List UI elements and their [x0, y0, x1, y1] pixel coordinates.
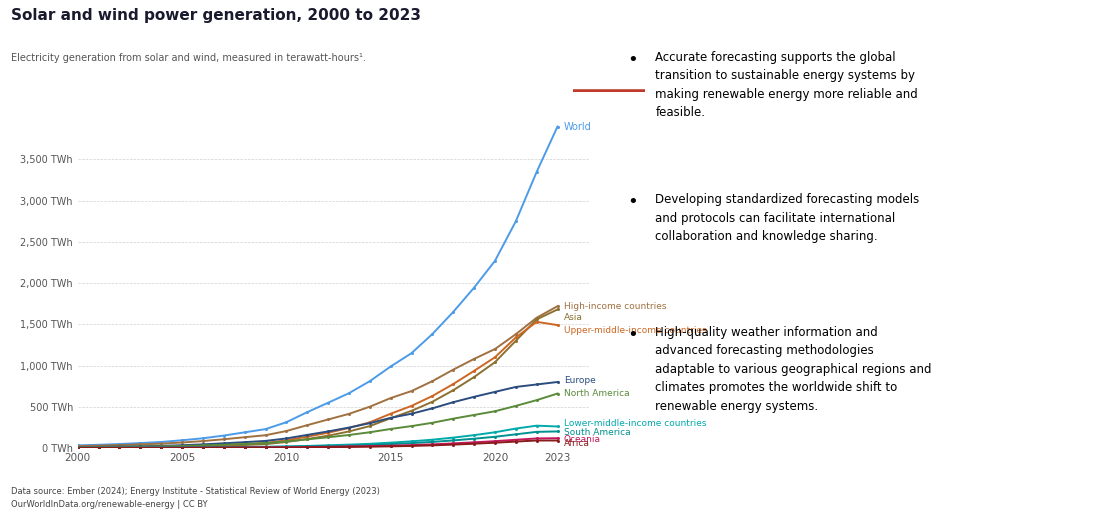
Text: South America: South America — [563, 428, 630, 437]
Text: Data source: Ember (2024); Energy Institute - Statistical Review of World Energy: Data source: Ember (2024); Energy Instit… — [11, 488, 380, 509]
Text: Africa: Africa — [563, 439, 590, 448]
Text: •: • — [628, 326, 639, 344]
Text: Accurate forecasting supports the global
transition to sustainable energy system: Accurate forecasting supports the global… — [655, 51, 918, 120]
Text: Developing standardized forecasting models
and protocols can facilitate internat: Developing standardized forecasting mode… — [655, 193, 920, 243]
Text: North America: North America — [563, 389, 630, 398]
Text: High-quality weather information and
advanced forecasting methodologies
adaptabl: High-quality weather information and adv… — [655, 326, 932, 413]
Text: Asia: Asia — [563, 313, 582, 322]
Text: Europe: Europe — [563, 376, 595, 385]
Text: Electricity generation from solar and wind, measured in terawatt-hours¹.: Electricity generation from solar and wi… — [11, 53, 366, 64]
Text: High-income countries: High-income countries — [563, 302, 667, 310]
Text: Lower-middle-income countries: Lower-middle-income countries — [563, 419, 707, 428]
Text: Solar and wind power generation, 2000 to 2023: Solar and wind power generation, 2000 to… — [11, 8, 421, 22]
Text: Oceania: Oceania — [563, 435, 601, 444]
Text: •: • — [628, 193, 639, 211]
Text: World: World — [563, 122, 591, 131]
Text: •: • — [628, 51, 639, 69]
Text: Upper-middle-income countries: Upper-middle-income countries — [563, 326, 707, 334]
Text: Our World
in Data: Our World in Data — [580, 40, 639, 65]
